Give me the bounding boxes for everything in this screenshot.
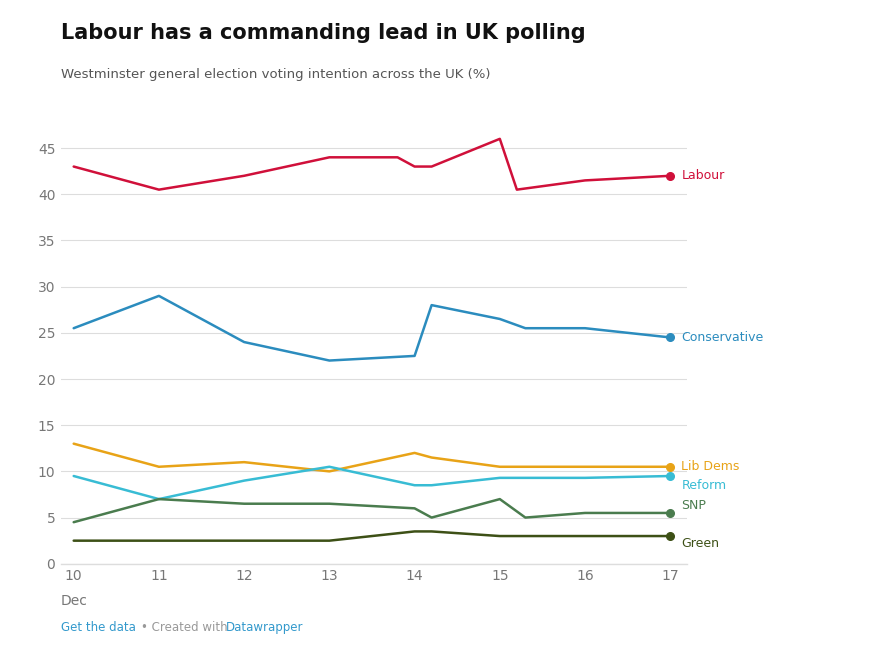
Text: • Created with: • Created with: [141, 621, 231, 634]
Text: Labour: Labour: [680, 169, 724, 182]
Text: Lib Dems: Lib Dems: [680, 460, 739, 473]
Text: Get the data: Get the data: [61, 621, 136, 634]
Text: SNP: SNP: [680, 499, 706, 512]
Text: Datawrapper: Datawrapper: [226, 621, 303, 634]
Text: Reform: Reform: [680, 479, 726, 492]
Text: Green: Green: [680, 537, 719, 550]
Text: Westminster general election voting intention across the UK (%): Westminster general election voting inte…: [61, 68, 490, 81]
Text: Conservative: Conservative: [680, 331, 763, 344]
Text: Labour has a commanding lead in UK polling: Labour has a commanding lead in UK polli…: [61, 23, 585, 43]
Text: Dec: Dec: [60, 594, 87, 608]
